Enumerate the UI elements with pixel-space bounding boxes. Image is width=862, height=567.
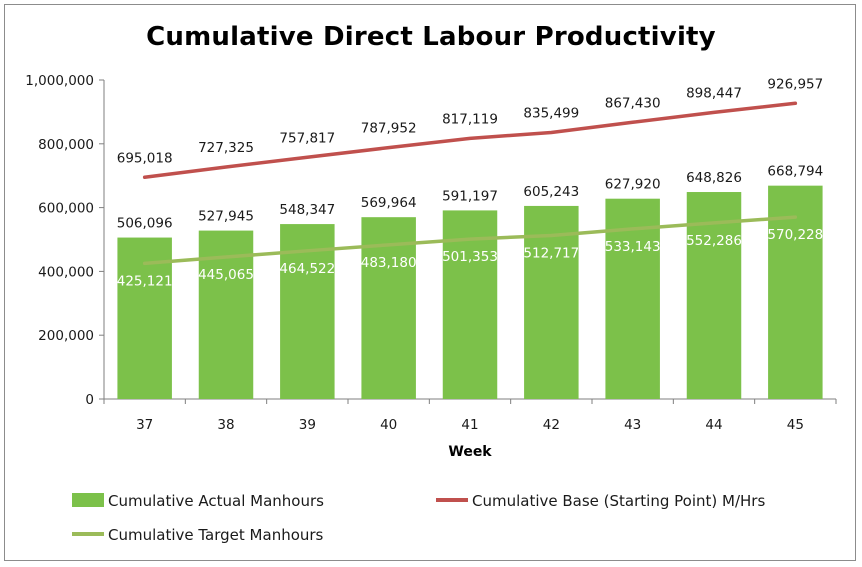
x-tick-label: 41 — [461, 417, 478, 433]
base-value-label: 926,957 — [767, 76, 823, 92]
target-value-label: 552,286 — [686, 233, 742, 249]
bar-actual-week-45 — [768, 185, 823, 399]
target-value-label: 483,180 — [361, 255, 417, 271]
target-value-label: 425,121 — [117, 273, 173, 289]
target-value-label: 464,522 — [279, 261, 335, 277]
y-tick-label: 400,000 — [38, 264, 94, 280]
y-tick-label: 0 — [85, 392, 94, 408]
base-value-label: 787,952 — [361, 121, 417, 137]
target-line — [142, 215, 798, 266]
legend-swatch-actual — [72, 493, 104, 507]
chart-title: Cumulative Direct Labour Productivity — [146, 22, 716, 52]
y-tick-label: 200,000 — [38, 328, 94, 344]
bar-value-label: 548,347 — [279, 202, 335, 218]
legend-label: Cumulative Base (Starting Point) M/Hrs — [472, 492, 765, 510]
bar-value-label: 627,920 — [605, 177, 661, 193]
legend-label: Cumulative Target Manhours — [108, 526, 324, 544]
base-value-label: 695,018 — [117, 150, 173, 166]
target-value-label: 512,717 — [523, 245, 579, 261]
x-axis-title: Week — [448, 444, 492, 460]
x-tick-label: 42 — [543, 417, 560, 433]
base-line — [142, 101, 798, 180]
axes: 0 200,000 400,000 600,000 800,000 1,000,000 37… — [25, 73, 837, 433]
base-value-label: 727,325 — [198, 140, 254, 156]
x-tick-label: 40 — [380, 417, 397, 433]
bar-actual-week-44 — [686, 192, 742, 399]
legend: Cumulative Actual Manhours Cumulative Bas… — [72, 492, 765, 544]
base-value-label: 817,119 — [442, 111, 498, 127]
bar-value-label: 605,243 — [523, 184, 579, 200]
x-tick-label: 43 — [624, 417, 641, 433]
bar-value-label: 591,197 — [442, 188, 498, 204]
target-value-label: 533,143 — [605, 239, 661, 255]
bar-value-label: 506,096 — [117, 216, 173, 232]
y-tick-label: 1,000,000 — [25, 73, 94, 89]
y-tick-label: 600,000 — [38, 201, 94, 217]
x-tick-label: 44 — [705, 417, 722, 433]
x-tick-label: 38 — [217, 417, 234, 433]
base-value-label: 867,430 — [605, 95, 661, 111]
x-tick-label: 45 — [787, 417, 804, 433]
legend-label: Cumulative Actual Manhours — [108, 492, 324, 510]
base-value-label: 757,817 — [279, 130, 335, 146]
bar-actual-week-42 — [524, 205, 579, 399]
bar-value-label: 648,826 — [686, 170, 742, 186]
target-value-label: 445,065 — [198, 267, 254, 283]
bar-value-label: 527,945 — [198, 209, 254, 225]
base-value-label: 835,499 — [523, 105, 579, 121]
x-tick-label: 39 — [299, 417, 316, 433]
x-tick-label: 37 — [136, 417, 153, 433]
target-value-label: 501,353 — [442, 249, 498, 265]
bar-value-label: 569,964 — [361, 195, 417, 211]
y-tick-label: 800,000 — [38, 137, 94, 153]
bar-value-label: 668,794 — [767, 164, 823, 180]
line-series — [142, 101, 798, 266]
target-value-label: 570,228 — [767, 227, 823, 243]
base-value-label: 898,447 — [686, 85, 742, 101]
data-labels: 506,096 527,945 548,347 569,964 591,197 605,2… — [117, 76, 823, 289]
